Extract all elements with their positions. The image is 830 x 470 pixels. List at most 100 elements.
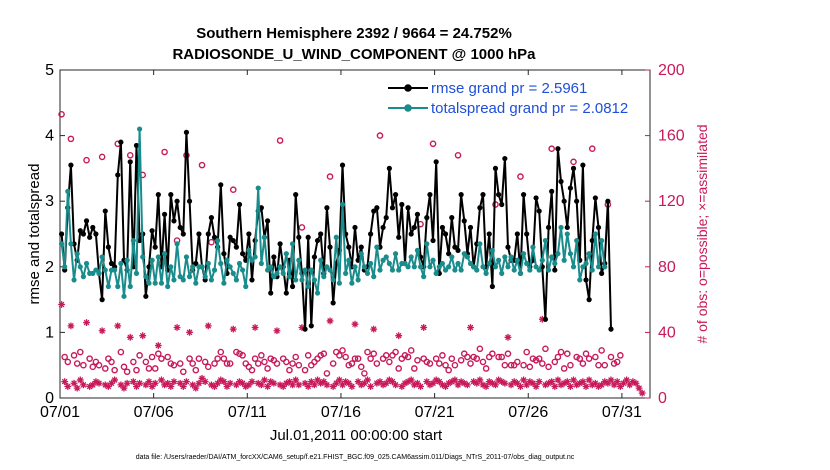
totalspread-point — [361, 264, 367, 270]
assimilated-point — [473, 379, 481, 387]
possible-point — [442, 361, 449, 369]
rmse-point — [293, 192, 299, 198]
assimilated-point — [208, 381, 215, 389]
totalspread-point — [293, 277, 299, 283]
totalspread-point — [333, 234, 339, 240]
totalspread-point — [311, 277, 318, 283]
totalspread-point — [83, 260, 90, 267]
totalspread-point — [589, 267, 595, 273]
rmse-point — [514, 231, 520, 237]
possible-point — [435, 360, 443, 367]
totalspread-point — [489, 247, 495, 253]
assimilated-point — [513, 379, 521, 387]
totalspread-point — [502, 254, 508, 260]
rmse-point — [108, 260, 115, 267]
possible-point — [117, 348, 125, 356]
totalspread-point — [180, 277, 186, 283]
rmse-point — [574, 198, 580, 204]
possible-point — [554, 353, 562, 361]
totalspread-point — [577, 277, 583, 283]
totalspread-point — [452, 267, 458, 273]
totalspread-point — [318, 257, 324, 263]
rmse-point — [589, 237, 595, 244]
rmse-point — [496, 192, 502, 198]
assimilated-point — [95, 379, 103, 387]
possible-point — [251, 355, 259, 362]
y-tick-label: 0 — [45, 390, 54, 407]
rmse-point — [308, 323, 314, 329]
possible-point — [439, 352, 446, 359]
assimilated-point — [520, 376, 527, 384]
assimilated-point — [314, 376, 321, 384]
possible-point — [101, 365, 109, 372]
totalspread-point — [449, 254, 455, 260]
possible-point — [373, 360, 381, 367]
possible-point — [186, 355, 193, 362]
possible-point — [585, 355, 593, 362]
assimilated-point — [332, 379, 340, 387]
possible-point — [176, 360, 184, 367]
assimilated-point — [251, 324, 259, 331]
assimilated-point — [570, 376, 577, 384]
possible-point — [217, 348, 225, 356]
totalspread-point — [461, 251, 467, 257]
possible-point — [595, 361, 602, 369]
possible-point — [145, 365, 153, 372]
assimilated-point — [620, 379, 627, 387]
totalspread-point — [558, 224, 564, 231]
assimilated-point — [342, 378, 350, 385]
assimilated-point — [226, 379, 234, 387]
rmse-point — [486, 231, 492, 237]
totalspread-point — [533, 264, 539, 270]
totalspread-point — [271, 274, 277, 280]
possible-point — [507, 361, 515, 369]
x-tick-label: 07/21 — [415, 404, 455, 421]
rmse-point — [605, 198, 611, 204]
possible-point — [148, 353, 156, 361]
assimilated-point — [507, 381, 515, 389]
possible-point — [601, 361, 609, 369]
possible-point — [348, 360, 356, 367]
possible-point — [617, 352, 624, 359]
rmse-point — [264, 218, 271, 224]
rmse-point — [386, 165, 392, 171]
assimilated-point — [613, 378, 621, 385]
assimilated-point — [254, 379, 262, 387]
assimilated-point — [629, 378, 637, 385]
assimilated-point — [295, 381, 303, 389]
possible-point — [64, 358, 72, 366]
assimilated-point — [551, 383, 559, 390]
possible-point — [386, 358, 393, 366]
assimilated-point — [351, 320, 359, 328]
rmse-point — [77, 228, 83, 234]
possible-point — [180, 368, 187, 376]
totalspread-point — [530, 244, 536, 250]
rmse-point — [489, 283, 495, 290]
totalspread-point — [511, 267, 517, 273]
rmse-point — [277, 241, 283, 247]
rmse-point — [211, 234, 218, 240]
rmse-point — [240, 251, 246, 257]
rmse-point — [171, 218, 177, 224]
possible-point — [142, 358, 150, 366]
totalspread-point — [158, 280, 165, 286]
totalspread-point — [218, 260, 224, 267]
possible-point — [70, 352, 78, 359]
rmse-point — [227, 234, 233, 240]
rmse-point — [396, 234, 402, 240]
rmse-point — [339, 162, 346, 168]
totalspread-point — [302, 267, 308, 273]
totalspread-point — [99, 254, 105, 260]
totalspread-point — [146, 280, 152, 286]
totalspread-point — [549, 254, 555, 260]
totalspread-point — [68, 241, 74, 247]
totalspread-point — [324, 264, 330, 270]
possible-point — [189, 360, 196, 367]
assimilated-point — [435, 378, 443, 385]
possible-point — [136, 352, 143, 359]
totalspread-point — [402, 260, 408, 267]
totalspread-point — [514, 257, 520, 263]
assimilated-point — [323, 381, 331, 389]
rmse-point — [427, 192, 433, 198]
totalspread-point — [305, 283, 311, 290]
